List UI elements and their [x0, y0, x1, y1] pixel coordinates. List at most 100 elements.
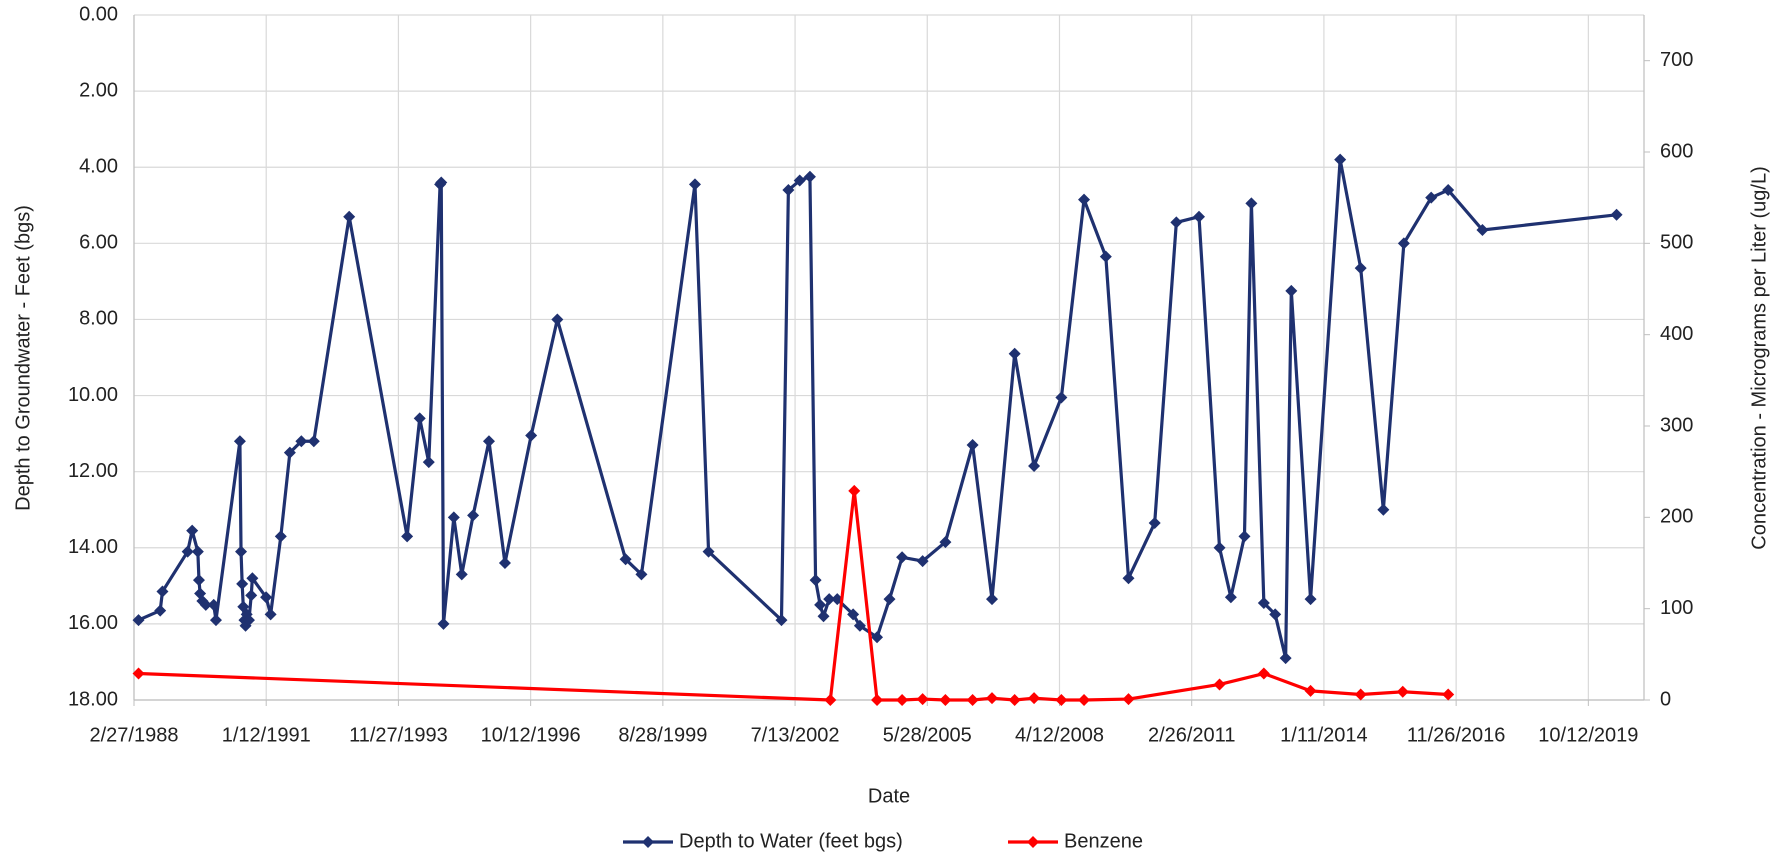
- y-tick-label: 8.00: [79, 308, 118, 330]
- marker: [896, 551, 909, 564]
- marker: [199, 598, 212, 611]
- marker: [264, 608, 277, 621]
- y2-tick-label: 500: [1660, 232, 1693, 254]
- marker: [246, 572, 259, 585]
- marker: [782, 184, 795, 197]
- legend: Depth to Water (feet bgs) Benzene: [623, 830, 1143, 852]
- marker: [413, 412, 426, 425]
- marker: [132, 667, 145, 680]
- marker: [939, 694, 952, 706]
- x-tick-label: 11/26/2016: [1407, 724, 1506, 746]
- legend-marker: [642, 836, 654, 848]
- marker: [986, 593, 999, 606]
- y-tick-label: 6.00: [79, 232, 118, 254]
- y-tick-label: 10.00: [68, 384, 118, 406]
- x-tick-label: 5/28/2005: [883, 724, 972, 746]
- y-tick-label: 14.00: [68, 536, 118, 558]
- marker: [422, 456, 435, 469]
- x-axis-label: Date: [868, 785, 910, 807]
- marker: [853, 619, 866, 632]
- marker: [1279, 652, 1292, 665]
- marker: [1008, 694, 1021, 706]
- marker: [1170, 216, 1183, 229]
- marker: [437, 617, 450, 630]
- marker: [803, 170, 816, 183]
- x-tick-label: 7/13/2002: [751, 724, 840, 746]
- marker: [1285, 284, 1298, 297]
- marker: [1055, 391, 1068, 404]
- y-tick-label: 18.00: [68, 688, 118, 710]
- marker: [467, 509, 480, 522]
- marker: [435, 176, 448, 189]
- marker: [209, 614, 222, 627]
- y2-tick-label: 400: [1660, 323, 1693, 345]
- marker: [1257, 667, 1270, 680]
- marker: [1377, 503, 1390, 516]
- x-tick-label: 8/28/1999: [618, 724, 707, 746]
- legend-label: Benzene: [1064, 830, 1143, 852]
- y2-tick-label: 100: [1660, 597, 1693, 619]
- marker: [986, 692, 999, 705]
- marker: [191, 545, 204, 558]
- marker: [1610, 208, 1623, 221]
- marker: [482, 435, 495, 448]
- marker: [1304, 593, 1317, 606]
- marker: [154, 604, 167, 617]
- y2-tick-label: 0: [1660, 688, 1671, 710]
- y2-tick-label: 300: [1660, 414, 1693, 436]
- marker: [343, 210, 356, 223]
- marker: [1193, 210, 1206, 223]
- x-tick-label: 2/26/2011: [1148, 724, 1236, 746]
- marker: [447, 511, 460, 524]
- x-tick-label: 10/12/2019: [1538, 724, 1638, 746]
- marker: [775, 614, 788, 627]
- legend-label: Depth to Water (feet bgs): [679, 830, 903, 852]
- marker: [883, 593, 896, 606]
- y-tick-label: 2.00: [79, 79, 118, 101]
- marker: [814, 598, 827, 611]
- y-tick-label: 16.00: [68, 612, 118, 634]
- marker: [1148, 517, 1161, 530]
- marker: [793, 174, 806, 187]
- marker: [1442, 184, 1455, 197]
- marker: [192, 574, 205, 587]
- y2-tick-label: 200: [1660, 506, 1693, 528]
- marker: [283, 446, 296, 459]
- marker: [181, 545, 194, 558]
- y-tick-label: 0.00: [79, 3, 118, 25]
- marker: [1028, 692, 1041, 705]
- marker: [156, 585, 169, 598]
- marker: [235, 545, 248, 558]
- marker: [1257, 596, 1270, 609]
- marker: [1238, 530, 1251, 543]
- x-tick-label: 11/27/1993: [349, 724, 448, 746]
- marker: [401, 530, 414, 543]
- marker: [245, 589, 258, 602]
- marker: [1476, 224, 1489, 237]
- y-tick-label: 12.00: [68, 460, 118, 482]
- marker: [1397, 237, 1410, 250]
- y2-axis-label: Concentration - Micrograms per Liter (ug…: [1748, 166, 1770, 549]
- x-tick-label: 1/12/1991: [222, 724, 311, 746]
- legend-marker: [1027, 836, 1039, 848]
- marker: [525, 429, 538, 442]
- marker: [551, 313, 564, 326]
- marker: [233, 435, 246, 448]
- marker: [896, 694, 909, 706]
- marker: [635, 568, 648, 581]
- y2-tick-label: 700: [1660, 49, 1693, 71]
- marker: [1122, 693, 1135, 706]
- marker: [1334, 153, 1347, 166]
- marker: [824, 694, 837, 706]
- marker: [1396, 685, 1409, 698]
- marker: [871, 694, 884, 706]
- marker: [916, 693, 929, 706]
- marker: [619, 553, 632, 566]
- marker: [260, 591, 273, 604]
- x-tick-label: 1/11/2014: [1280, 724, 1368, 746]
- marker: [1078, 193, 1091, 206]
- marker: [132, 614, 145, 627]
- marker: [1269, 608, 1282, 621]
